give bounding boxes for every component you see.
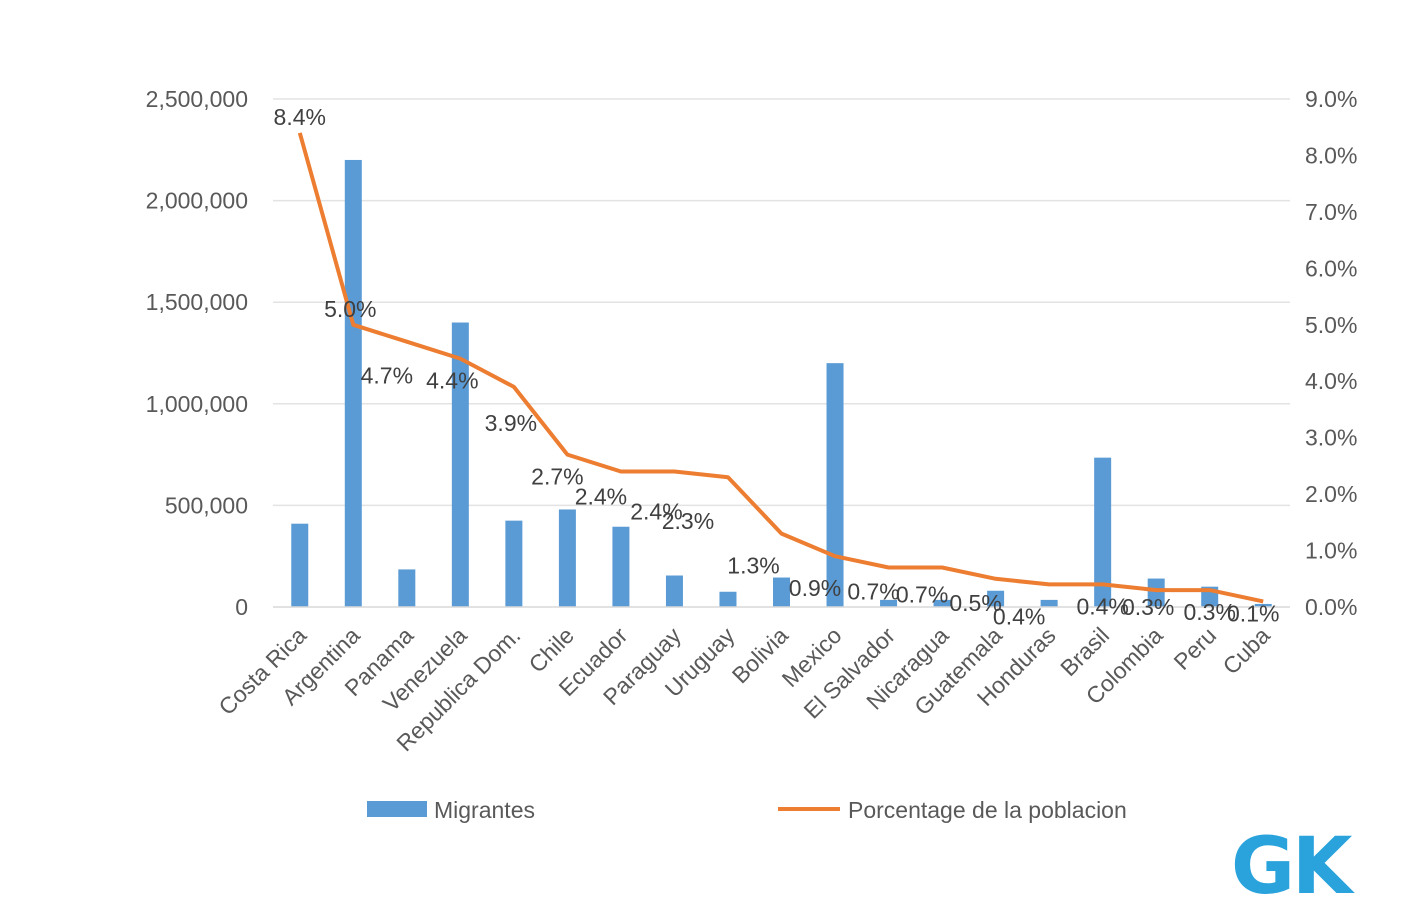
line-data-label: 0.7% [847,578,899,604]
line-data-label: 8.4% [274,104,326,130]
right-tick-label: 6.0% [1305,255,1357,281]
right-tick-label: 9.0% [1305,86,1357,112]
bar-argentina [344,159,362,607]
bar-guatemala [987,590,1005,607]
bar-panama [398,569,416,607]
line-data-label: 0.3% [1183,599,1235,625]
bar-chile [558,509,576,607]
right-axis-ticks: 0.0% 1.0% 2.0% 3.0% 4.0% 5.0% 6.0% 7.0% 8.0% 9.0% [1305,86,1357,620]
category-label: Cuba [1218,622,1275,679]
line-data-label: 3.9% [485,410,537,436]
line-data-label: 1.3% [727,553,779,579]
porcentage-data-labels: 8.4%5.0%4.7% 4.4%3.9%2.7%2.4%2.4%2.3%1.3%… [274,104,1280,630]
bar-uruguay [719,591,737,607]
right-tick-label: 0.0% [1305,594,1357,620]
gridlines [273,98,1290,507]
migrantes-bars [291,159,1272,607]
bar-ecuador [612,526,630,607]
bar-colombia [1147,578,1165,607]
bar-paraguay [665,575,683,607]
porcentage-line [297,132,1264,604]
bar-nicaragua [933,599,951,607]
line-data-label: 4.7% [361,363,413,389]
line-data-label: 0.5% [949,590,1001,616]
bar-republica-dom- [505,520,523,607]
left-tick-label: 0 [235,594,248,620]
right-tick-label: 1.0% [1305,538,1357,564]
line-data-label: 4.4% [426,368,478,394]
legend-label-porcentage: Porcentage de la poblacion [848,797,1127,823]
gk-logo: GK [1231,822,1355,912]
legend-label-migrantes: Migrantes [434,797,535,823]
legend: Migrantes Porcentage de la poblacion [367,797,1127,823]
right-tick-label: 3.0% [1305,425,1357,451]
line-data-label: 2.7% [531,464,583,490]
line-data-label: 0.4% [993,603,1045,629]
category-labels: Costa RicaArgentinaPanamaVenezuelaRepubl… [213,622,1275,756]
bar-brasil [1094,457,1112,607]
line-data-label: 5.0% [324,296,376,322]
legend-swatch-migrantes [367,801,427,817]
left-tick-label: 500,000 [165,492,248,518]
bar-cuba [1254,603,1272,607]
line-data-label: 0.3% [1122,594,1174,620]
left-axis-ticks: 0 500,000 1,000,000 1,500,000 2,000,000 2,500… [146,86,248,620]
right-tick-label: 2.0% [1305,481,1357,507]
bar-honduras [1040,599,1058,607]
line-data-label: 2.3% [662,508,714,534]
line-data-label: 0.1% [1227,600,1279,626]
left-tick-label: 1,000,000 [146,391,248,417]
right-tick-label: 5.0% [1305,312,1357,338]
line-data-label: 0.9% [789,575,841,601]
line-data-label: 2.4% [575,484,627,510]
bar-costa-rica [291,523,309,607]
bar-el-salvador [880,599,898,607]
bar-bolivia [773,577,790,607]
right-tick-label: 8.0% [1305,142,1357,168]
left-tick-label: 2,000,000 [146,188,248,214]
bar-venezuela [451,322,469,607]
line-data-label: 0.7% [896,581,948,607]
right-tick-label: 7.0% [1305,199,1357,225]
bar-mexico [826,363,844,607]
left-tick-label: 2,500,000 [146,86,248,112]
line-data-label: 0.4% [1076,593,1128,619]
line-data-label: 2.4% [630,499,682,525]
left-tick-label: 1,500,000 [146,289,248,315]
right-tick-label: 4.0% [1305,368,1357,394]
category-label: Peru [1169,622,1222,675]
